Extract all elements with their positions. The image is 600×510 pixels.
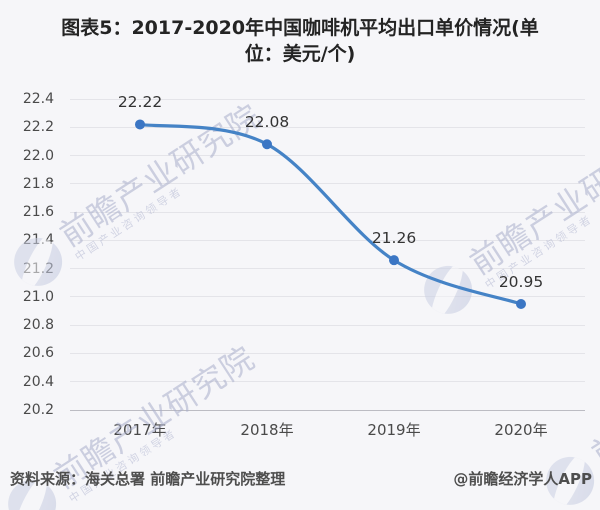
x-axis-label-2017年: 2017年 — [113, 421, 167, 439]
gridline — [70, 268, 585, 270]
data-label-2017年: 22.22 — [117, 93, 163, 112]
y-axis-tick-label: 20.2 — [22, 402, 54, 418]
gridline — [70, 126, 585, 128]
data-point-2019年 — [389, 255, 399, 266]
data-label-2018年: 22.08 — [244, 113, 290, 132]
data-point-2017年 — [135, 119, 145, 130]
y-axis-tick-label: 22.2 — [22, 119, 54, 136]
chart-title: 图表5：2017-2020年中国咖啡机平均出口单价情况(单 位：美元/个) — [0, 15, 600, 67]
y-axis-tick-label: 20.4 — [22, 373, 54, 390]
gridline — [70, 352, 585, 354]
y-axis-tick-label: 20.6 — [22, 345, 54, 362]
x-axis-line — [70, 409, 585, 411]
data-label-2020年: 20.95 — [498, 272, 544, 291]
series-line — [138, 122, 523, 306]
chart-title-line1: 图表5：2017-2020年中国咖啡机平均出口单价情况(单 — [61, 17, 539, 39]
y-axis-tick-label: 22.0 — [22, 147, 54, 164]
gridline — [70, 183, 585, 185]
gridline — [70, 155, 585, 157]
y-axis-tick-label: 21.6 — [22, 204, 54, 221]
gridline — [70, 324, 585, 326]
x-axis-label-2018年: 2018年 — [240, 421, 294, 439]
data-point-2020年 — [516, 298, 526, 309]
gridline — [70, 296, 585, 298]
x-axis-label-2020年: 2020年 — [494, 421, 548, 439]
gridline — [70, 98, 585, 100]
credit-note: @前瞻经济学人APP — [453, 470, 592, 488]
x-axis-label-2019年: 2019年 — [367, 421, 421, 439]
data-label-2019年: 21.26 — [371, 229, 417, 248]
gridline — [70, 381, 585, 383]
chart-title-line2: 位：美元/个) — [244, 43, 356, 65]
gridline — [70, 239, 585, 241]
data-point-2018年 — [262, 139, 272, 150]
y-axis-tick-label: 22.4 — [22, 91, 54, 107]
y-axis-tick-label: 21.8 — [22, 175, 54, 192]
y-axis-tick-label: 20.8 — [22, 317, 54, 334]
gridline — [70, 211, 585, 213]
source-note: 资料来源：海关总署 前瞻产业研究院整理 — [10, 470, 286, 488]
